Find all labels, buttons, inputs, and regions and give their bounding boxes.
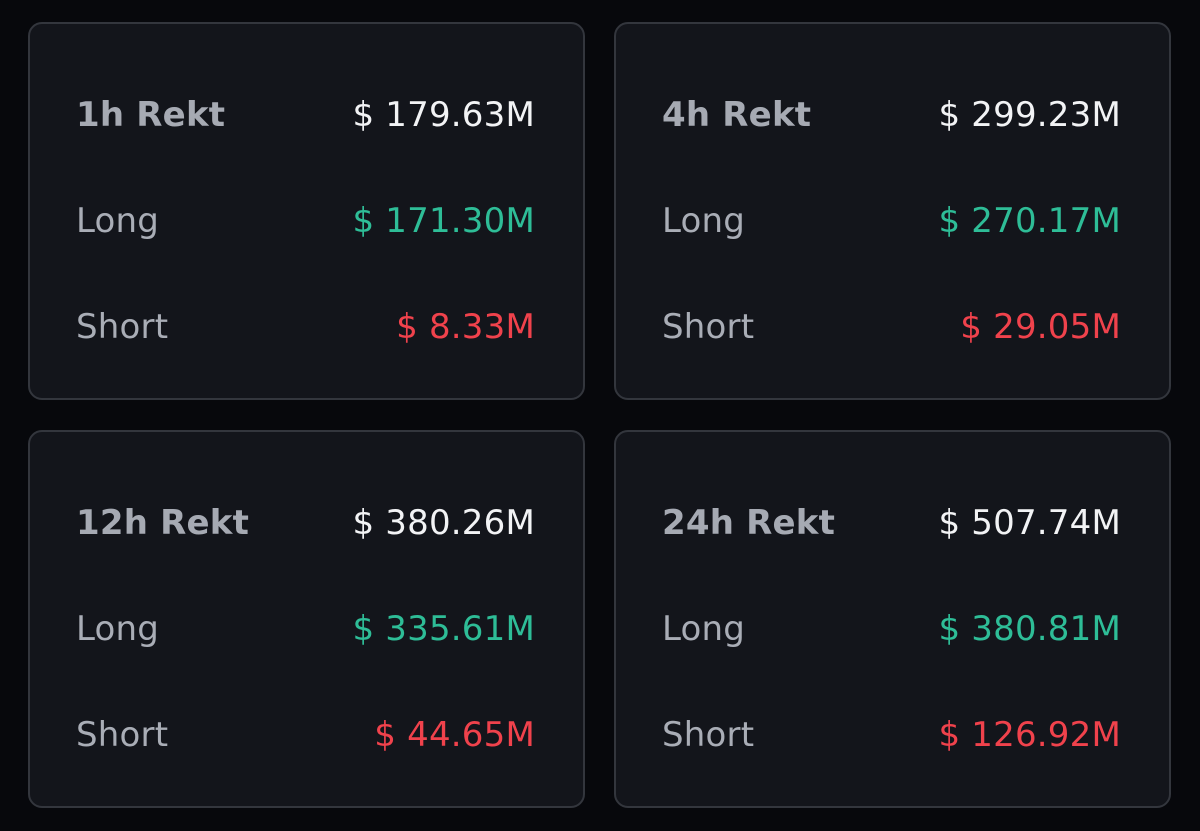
total-row: 24h Rekt $ 507.74M	[662, 498, 1121, 548]
short-value: $ 29.05M	[960, 307, 1121, 347]
long-value: $ 270.17M	[938, 201, 1121, 241]
long-value: $ 335.61M	[352, 609, 535, 649]
short-value: $ 44.65M	[374, 715, 535, 755]
total-value: $ 299.23M	[938, 95, 1121, 135]
short-row: Short $ 126.92M	[662, 710, 1121, 760]
long-label: Long	[76, 201, 160, 241]
long-label: Long	[76, 609, 160, 649]
card-title: 4h Rekt	[662, 95, 812, 135]
long-value: $ 171.30M	[352, 201, 535, 241]
long-row: Long $ 171.30M	[76, 196, 535, 246]
rekt-card-4h: 4h Rekt $ 299.23M Long $ 270.17M Short $…	[614, 22, 1171, 400]
card-title: 24h Rekt	[662, 503, 836, 543]
short-row: Short $ 8.33M	[76, 302, 535, 352]
long-value: $ 380.81M	[938, 609, 1121, 649]
total-row: 12h Rekt $ 380.26M	[76, 498, 535, 548]
rekt-card-1h: 1h Rekt $ 179.63M Long $ 171.30M Short $…	[28, 22, 585, 400]
rekt-card-12h: 12h Rekt $ 380.26M Long $ 335.61M Short …	[28, 430, 585, 808]
long-label: Long	[662, 201, 746, 241]
total-value: $ 179.63M	[352, 95, 535, 135]
short-value: $ 126.92M	[938, 715, 1121, 755]
total-value: $ 507.74M	[938, 503, 1121, 543]
long-row: Long $ 270.17M	[662, 196, 1121, 246]
short-row: Short $ 44.65M	[76, 710, 535, 760]
short-row: Short $ 29.05M	[662, 302, 1121, 352]
total-row: 4h Rekt $ 299.23M	[662, 90, 1121, 140]
short-label: Short	[76, 715, 169, 755]
card-title: 1h Rekt	[76, 95, 226, 135]
short-label: Short	[76, 307, 169, 347]
short-label: Short	[662, 307, 755, 347]
short-value: $ 8.33M	[396, 307, 535, 347]
rekt-card-24h: 24h Rekt $ 507.74M Long $ 380.81M Short …	[614, 430, 1171, 808]
long-label: Long	[662, 609, 746, 649]
short-label: Short	[662, 715, 755, 755]
long-row: Long $ 380.81M	[662, 604, 1121, 654]
long-row: Long $ 335.61M	[76, 604, 535, 654]
card-title: 12h Rekt	[76, 503, 250, 543]
total-value: $ 380.26M	[352, 503, 535, 543]
total-row: 1h Rekt $ 179.63M	[76, 90, 535, 140]
